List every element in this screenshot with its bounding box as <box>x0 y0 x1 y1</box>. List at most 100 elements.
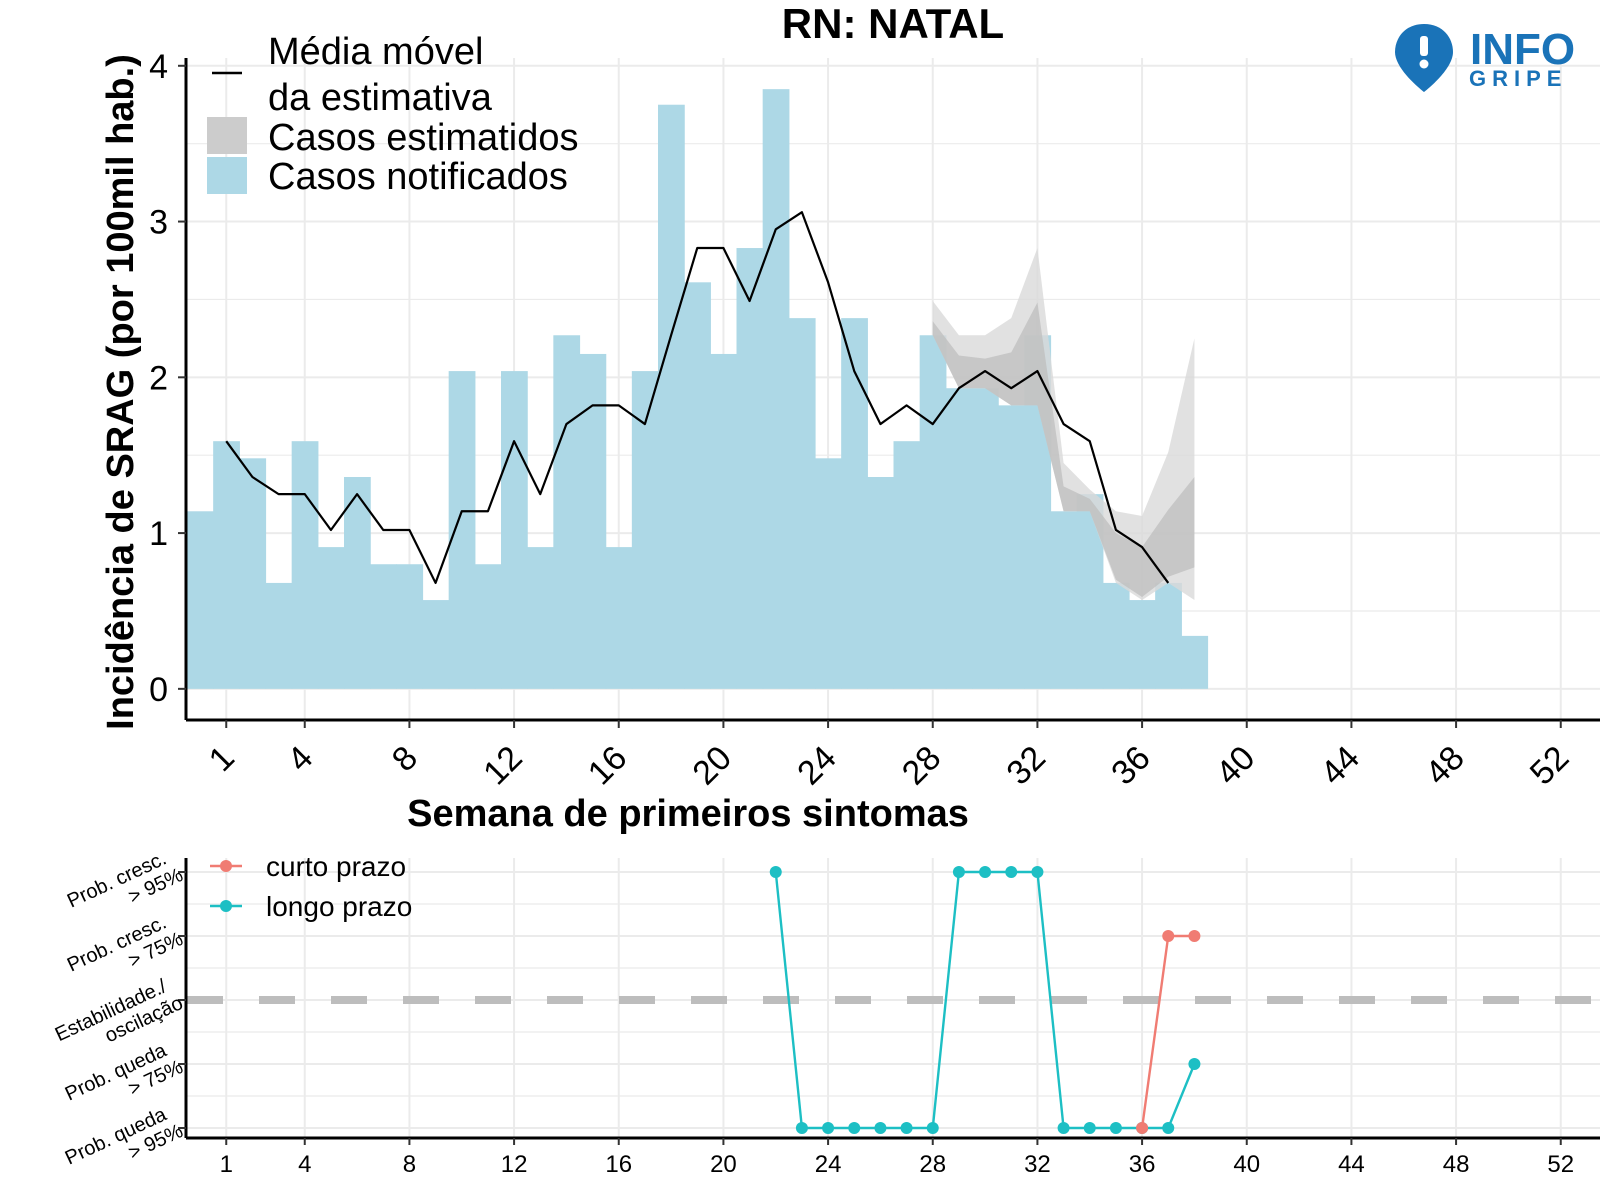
legend-label-bars: Casos notificados <box>268 156 568 198</box>
trend-point-curto-prazo <box>1188 930 1201 942</box>
y-tick-label: 3 <box>149 204 168 242</box>
notified-bar <box>893 441 921 689</box>
notified-bar <box>972 388 999 689</box>
legend-key-bars <box>207 157 247 194</box>
moving-average-path <box>225 211 1170 585</box>
trend-x-tick-label: 52 <box>1547 1151 1574 1178</box>
notified-bar <box>422 600 450 689</box>
notified-bar <box>788 318 816 689</box>
y-tick-label: 1 <box>149 515 168 553</box>
trend-point-longo-prazo <box>848 1122 861 1134</box>
notified-bar <box>291 441 319 689</box>
y-tick-label: 2 <box>149 359 168 397</box>
trend-point-longo-prazo <box>1031 866 1044 878</box>
logo-word-gripe: GRIPE <box>1469 66 1567 91</box>
trend-legend: curto prazo longo prazo <box>210 851 412 922</box>
trend-chart: 1 4 8 12 16 20 24 28 32 36 40 44 48 52 Prob. cresc.> … <box>52 848 1600 1178</box>
notified-bar <box>945 388 973 689</box>
trend-point-longo-prazo <box>900 1122 913 1134</box>
legend-key-band <box>207 117 247 154</box>
notified-bar <box>265 582 293 689</box>
exclamation-bar <box>1420 36 1428 56</box>
trend-x-tick-label: 36 <box>1129 1151 1156 1178</box>
trend-point-longo-prazo <box>1188 1058 1201 1070</box>
x-tick-label: 52 <box>1523 739 1577 793</box>
trend-x-ticks: 1 4 8 12 16 20 24 28 32 36 40 44 48 52 <box>220 1138 1574 1178</box>
trend-point-longo-prazo <box>1162 1122 1175 1134</box>
notified-bar <box>762 89 790 689</box>
trend-y-levels: Prob. cresc.> 95%Prob. cresc.> 75%Estabi… <box>52 848 187 1170</box>
notified-bar <box>187 511 214 689</box>
trend-point-longo-prazo <box>1083 1122 1096 1134</box>
trend-legend-label: curto prazo <box>266 851 406 882</box>
x-tick-label: 32 <box>999 739 1053 793</box>
x-tick-label: 40 <box>1209 739 1263 793</box>
trend-x-tick-label: 28 <box>919 1151 946 1178</box>
notified-bar <box>501 371 528 689</box>
trend-x-tick-label: 32 <box>1024 1151 1051 1178</box>
notified-bar <box>736 248 764 689</box>
trend-axes <box>184 858 1600 1140</box>
y-axis-title: Incidência de SRAG (por 100mil hab.) <box>100 54 142 730</box>
notified-bar <box>239 458 267 689</box>
notified-bar <box>605 547 633 689</box>
x-axis-title: Semana de primeiros sintomas <box>407 793 969 835</box>
trend-x-tick-label: 16 <box>605 1151 632 1178</box>
trend-point-longo-prazo <box>979 866 992 878</box>
trend-point-longo-prazo <box>1109 1122 1122 1134</box>
x-tick-label: 1 <box>202 739 242 779</box>
trend-point-longo-prazo <box>795 1122 808 1134</box>
y-tick-label: 0 <box>149 671 168 709</box>
trend-point-longo-prazo <box>822 1122 835 1134</box>
infogripe-logo: INFO GRIPE <box>1395 24 1575 92</box>
main-axes <box>184 58 1600 722</box>
notified-bar <box>396 564 424 689</box>
notified-bar <box>579 353 607 689</box>
notified-bar <box>527 547 554 689</box>
trend-x-tick-label: 8 <box>403 1151 416 1178</box>
trend-point-longo-prazo <box>1057 1122 1070 1134</box>
x-tick-label: 16 <box>581 739 635 793</box>
legend-label-line-2: da estimativa <box>268 77 493 119</box>
trend-x-tick-label: 20 <box>710 1151 737 1178</box>
x-tick-label: 24 <box>790 739 844 793</box>
notified-bar <box>448 371 476 689</box>
notified-bar <box>684 282 711 689</box>
notified-bar <box>1050 511 1078 689</box>
trend-legend-key-point <box>220 860 232 872</box>
legend-label-band: Casos estimatidos <box>268 117 578 159</box>
trend-point-curto-prazo <box>1136 1122 1149 1134</box>
notified-bar <box>1129 600 1156 689</box>
trend-x-tick-label: 1 <box>220 1151 233 1178</box>
estimate-band <box>932 248 1195 601</box>
trend-series <box>769 866 1201 1134</box>
notified-bar <box>815 458 842 689</box>
notified-bar <box>919 335 947 689</box>
x-tick-label: 20 <box>685 739 739 793</box>
moving-average-line <box>225 211 1170 585</box>
logo-word-info: INFO <box>1470 25 1575 74</box>
trend-x-tick-label: 48 <box>1443 1151 1470 1178</box>
trend-x-tick-label: 40 <box>1233 1151 1260 1178</box>
trend-x-tick-label: 24 <box>815 1151 842 1178</box>
trend-legend-key-point <box>220 900 232 912</box>
x-tick-label: 28 <box>895 739 949 793</box>
estimate-band-inner <box>932 302 1195 597</box>
trend-legend-label: longo prazo <box>266 891 412 922</box>
y-tick-label: 4 <box>149 48 168 86</box>
estimate-band-outer <box>932 248 1195 601</box>
x-tick-label: 44 <box>1313 739 1367 793</box>
notified-bar <box>553 335 581 689</box>
x-tick-label: 36 <box>1104 739 1158 793</box>
notified-bar <box>213 441 240 689</box>
trend-point-longo-prazo <box>874 1122 887 1134</box>
trend-x-tick-label: 44 <box>1338 1151 1365 1178</box>
main-x-ticks: 1 4 8 12 16 20 24 28 32 36 40 44 48 52 <box>202 720 1577 793</box>
location-pin-icon <box>1395 24 1453 92</box>
chart-title: RN: NATAL <box>782 0 1004 47</box>
trend-x-tick-label: 4 <box>298 1151 311 1178</box>
notified-bar <box>841 318 868 689</box>
